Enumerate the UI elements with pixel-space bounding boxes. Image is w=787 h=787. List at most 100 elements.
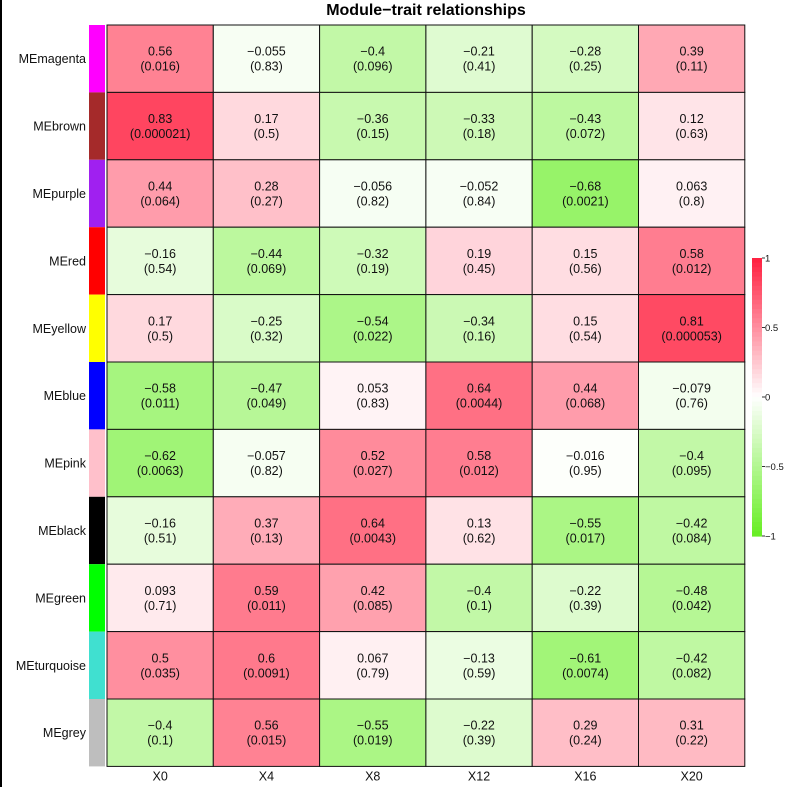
legend-gradient-step [752,508,762,514]
row-label: MEpink [44,457,86,471]
legend-gradient-step [752,522,762,528]
heatmap-cell [425,698,533,767]
cell-pvalue-label: (0.016) [140,60,180,74]
cell-pvalue-label: (0.1) [147,734,173,748]
cell-correlation-label: −0.4 [679,449,704,463]
cell-pvalue-label: (0.0043) [349,532,396,546]
heatmap-cell [638,361,746,430]
cell-correlation-label: −0.4 [360,45,385,59]
heatmap-cell [212,631,321,700]
heatmap-cell [106,226,214,296]
legend-gradient-step [752,262,762,268]
cell-correlation-label: −0.28 [570,45,602,59]
module-color-swatch [89,631,105,699]
cell-pvalue-label: (0.8) [679,195,705,209]
row-label: MEgreen [35,591,86,605]
cell-pvalue-label: (0.11) [676,60,708,74]
legend-tick-label: 0.5 [765,323,778,334]
cell-pvalue-label: (0.5) [147,329,173,343]
cell-correlation-label: −0.47 [251,382,283,396]
cell-correlation-label: −0.42 [676,651,708,665]
row-label: MEyellow [33,322,87,336]
cell-pvalue-label: (0.16) [463,329,496,343]
cell-correlation-label: −0.58 [144,382,176,396]
cell-pvalue-label: (0.27) [250,195,283,209]
cell-pvalue-label: (0.072) [566,127,606,141]
legend-gradient-step [752,267,762,273]
heatmap-cell [319,294,427,363]
heatmap-cell [531,159,640,228]
cell-pvalue-label: (0.13) [250,532,283,546]
legend-gradient-step [752,271,762,278]
legend-gradient-step [752,383,762,389]
cell-correlation-label: 0.39 [679,45,703,59]
legend-gradient-step [752,485,762,491]
cell-correlation-label: −0.33 [463,112,495,126]
cell-pvalue-label: (0.000021) [130,127,190,141]
cell-correlation-label: 0.44 [573,382,597,396]
cell-correlation-label: −0.21 [463,45,495,59]
cell-pvalue-label: (0.1) [466,599,492,613]
legend-gradient-step [752,373,762,380]
cell-pvalue-label: (0.011) [141,397,180,411]
legend-gradient-step [752,355,762,361]
legend-gradient-step [752,438,762,444]
cell-correlation-label: −0.68 [570,180,602,194]
legend-gradient-step [752,318,762,324]
legend-gradient-step [752,276,762,282]
cell-pvalue-label: (0.83) [356,397,389,411]
cell-correlation-label: −0.055 [247,45,286,59]
heatmap-cell [638,631,746,700]
legend-gradient-step [752,332,762,338]
cell-pvalue-label: (0.0063) [137,464,184,478]
legend-gradient-step [752,304,762,310]
cell-correlation-label: −0.54 [357,314,389,328]
legend-gradient-step [752,369,762,375]
heatmap-cell [212,496,321,565]
legend-gradient-step [752,443,762,449]
legend-gradient-step [752,406,762,412]
module-color-swatch [89,227,105,295]
heatmap-cell [212,24,321,93]
cell-correlation-label: −0.057 [247,449,286,463]
cell-correlation-label: 0.15 [573,314,597,328]
cell-pvalue-label: (0.064) [140,195,180,209]
cell-pvalue-label: (0.0091) [243,666,290,680]
heatmap-cell [106,428,214,498]
cell-correlation-label: 0.063 [676,180,707,194]
legend-gradient-step [752,290,762,296]
cell-pvalue-label: (0.095) [672,464,712,478]
cell-pvalue-label: (0.56) [569,262,602,276]
cell-pvalue-label: (0.5) [254,127,280,141]
legend-gradient-step [752,359,762,366]
cell-correlation-label: 0.64 [467,382,491,396]
cell-correlation-label: 0.12 [679,112,703,126]
legend-gradient-step [752,471,762,477]
heatmap-cell [212,698,321,767]
legend-gradient-step [752,503,762,509]
legend-gradient-step [752,258,762,264]
legend-gradient-step [752,387,762,393]
cell-pvalue-label: (0.0074) [562,666,609,680]
heatmap-cell [531,698,640,767]
legend-tick-label: 0 [765,393,770,404]
cell-pvalue-label: (0.15) [356,127,389,141]
heatmap-cell [319,159,427,228]
cell-correlation-label: −0.016 [566,449,605,463]
heatmap-cell [319,698,427,767]
column-label: X4 [259,769,274,783]
cell-pvalue-label: (0.76) [675,397,708,411]
cell-pvalue-label: (0.085) [353,599,393,613]
module-color-swatch [89,294,105,362]
cell-correlation-label: 0.093 [145,584,176,598]
cell-pvalue-label: (0.24) [569,734,602,748]
heatmap-cell [319,361,427,430]
cell-pvalue-label: (0.54) [144,262,177,276]
module-color-swatch [89,92,105,160]
cell-pvalue-label: (0.015) [247,734,287,748]
legend-gradient-step [752,341,762,347]
cell-pvalue-label: (0.41) [463,60,496,74]
legend-gradient-step [752,452,762,458]
heatmap-cell [106,496,214,565]
legend-gradient-step [752,420,762,426]
